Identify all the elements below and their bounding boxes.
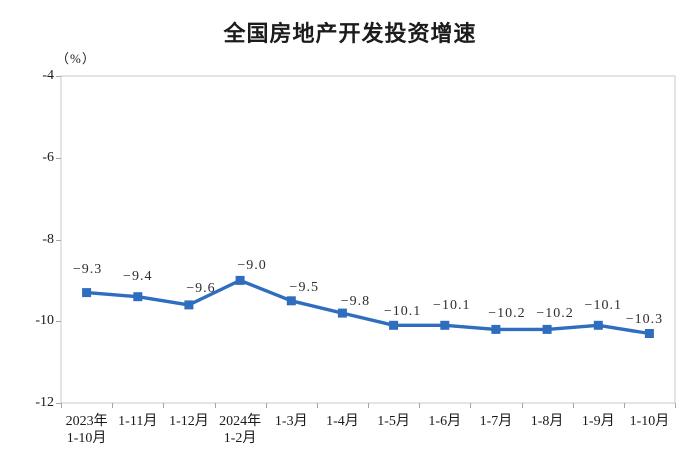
data-point-marker [644,329,654,338]
x-axis-label: 1-11月 [118,414,158,429]
data-point-marker [184,300,194,310]
y-axis-label: -12 [35,395,54,410]
data-label: −9.0 [237,258,267,274]
plot-area-border [60,75,676,404]
y-axis-label: -8 [42,231,54,247]
x-axis-label: 1-3月 [274,414,308,429]
y-axis-label: -4 [42,68,54,83]
x-axis-label: 1-10月 [629,414,670,429]
x-axis-label: 1-7月 [479,414,513,429]
x-axis-label: 1-12月 [169,414,209,429]
data-point-marker [491,324,501,334]
x-axis-label: 1-5月 [377,414,410,429]
data-label: −9.8 [340,294,371,310]
data-label: −9.4 [123,268,153,284]
data-label: −10.1 [584,298,622,314]
x-axis-label: 1-6月 [428,414,462,429]
data-point-marker [593,320,603,330]
x-axis-label: 2024年 1-2月 [219,414,262,446]
chart-title: 全国房地产开发投资增速 [223,21,477,46]
data-point-marker [82,288,92,298]
data-point-marker [133,292,143,302]
x-axis-label: 1-8月 [530,414,564,429]
data-label: −10.1 [433,298,471,314]
y-axis-unit-label: （%） [56,51,96,66]
data-point-marker [235,275,245,285]
y-axis-label: -6 [42,149,54,165]
data-point-marker [440,320,450,330]
y-axis-label: -10 [35,313,54,329]
line-series [86,278,650,336]
data-label: −9.5 [289,279,319,295]
data-label: −9.6 [186,280,216,296]
x-axis-label: 2023年 1-10月 [65,414,108,446]
data-label: −10.2 [536,306,574,322]
data-label: −10.1 [383,304,422,320]
x-axis-label: 1-9月 [581,414,615,429]
data-point-marker [337,308,347,318]
x-axis-label: 1-4月 [326,414,359,429]
data-point-marker [542,324,552,334]
data-point-marker [389,320,399,330]
data-label: −10.3 [625,311,664,327]
data-point-marker [286,296,296,306]
data-label: −9.3 [72,261,103,277]
data-label: −10.2 [488,306,526,322]
